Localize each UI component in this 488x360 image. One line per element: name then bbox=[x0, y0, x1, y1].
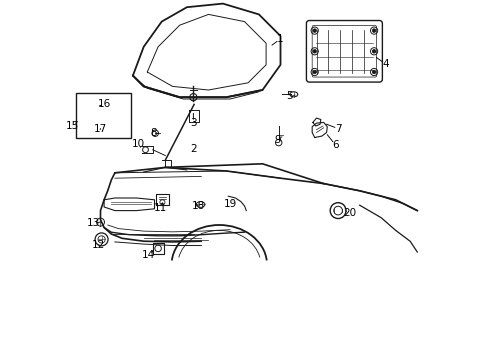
Text: 10: 10 bbox=[131, 139, 144, 149]
Text: 11: 11 bbox=[154, 203, 167, 213]
Text: 7: 7 bbox=[335, 124, 342, 134]
Text: 19: 19 bbox=[224, 199, 237, 210]
Text: 18: 18 bbox=[191, 201, 204, 211]
Text: 6: 6 bbox=[331, 140, 338, 150]
Text: 17: 17 bbox=[94, 123, 107, 134]
Text: 4: 4 bbox=[382, 59, 388, 69]
Text: 5: 5 bbox=[285, 91, 292, 102]
Circle shape bbox=[89, 102, 97, 109]
Circle shape bbox=[312, 29, 316, 32]
Circle shape bbox=[312, 70, 316, 74]
Text: 13: 13 bbox=[86, 218, 100, 228]
Circle shape bbox=[371, 49, 375, 53]
Circle shape bbox=[312, 49, 316, 53]
Text: 1: 1 bbox=[277, 34, 283, 44]
FancyBboxPatch shape bbox=[76, 93, 131, 138]
FancyBboxPatch shape bbox=[306, 21, 382, 82]
Circle shape bbox=[371, 70, 375, 74]
Text: 14: 14 bbox=[141, 250, 154, 260]
Circle shape bbox=[371, 29, 375, 32]
Text: 12: 12 bbox=[92, 240, 105, 250]
Text: 3: 3 bbox=[190, 118, 196, 129]
FancyBboxPatch shape bbox=[311, 26, 376, 77]
Text: 9: 9 bbox=[274, 135, 281, 145]
Text: 15: 15 bbox=[66, 121, 79, 131]
Text: 20: 20 bbox=[343, 208, 355, 219]
Text: 16: 16 bbox=[98, 99, 111, 109]
Text: 8: 8 bbox=[150, 128, 157, 138]
Text: 2: 2 bbox=[190, 144, 196, 154]
